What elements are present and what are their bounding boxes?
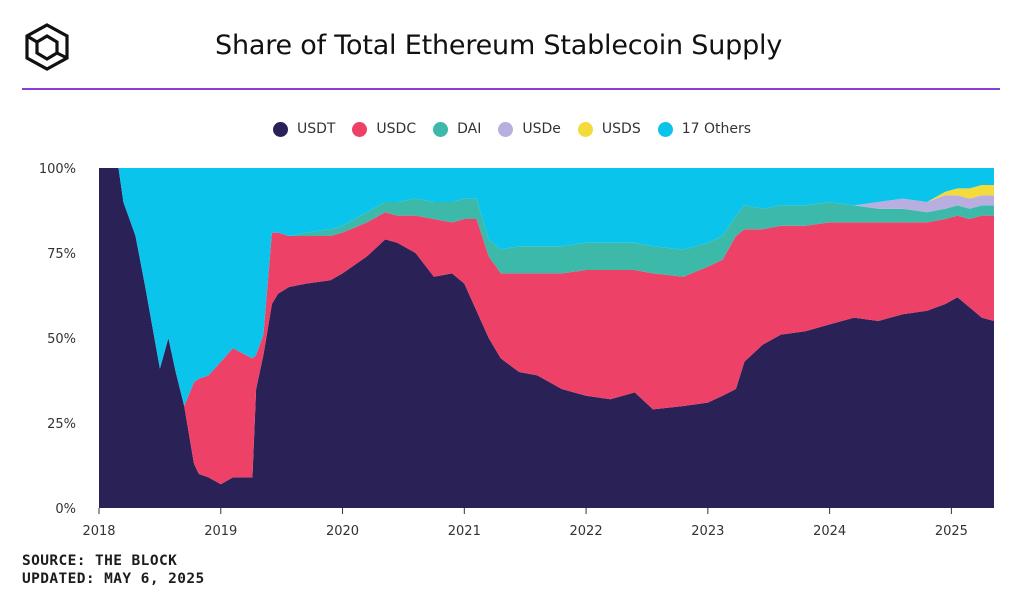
page-title: Share of Total Ethereum Stablecoin Suppl…: [215, 30, 783, 61]
area-usdt: [99, 168, 994, 508]
source-label: SOURCE: THE BLOCK: [22, 553, 178, 569]
x-tick-label: 2018: [82, 524, 115, 539]
legend-item-usds: USDS: [577, 121, 641, 137]
legend-swatch: [657, 121, 673, 137]
legend-label: 17 Others: [681, 121, 752, 137]
legend-swatch: [433, 121, 449, 137]
y-tick-label: 100%: [39, 162, 76, 177]
legend-swatch: [272, 121, 288, 137]
legend-label: USDT: [296, 121, 336, 137]
x-tick-label: 2025: [935, 524, 968, 539]
updated-label: UPDATED: MAY 6, 2025: [22, 571, 205, 587]
legend-label: USDC: [376, 121, 417, 137]
legend-item-usdc: USDC: [352, 121, 416, 137]
x-tick-label: 2023: [691, 524, 724, 539]
x-tick-label: 2022: [570, 524, 603, 539]
y-tick-label: 25%: [47, 417, 76, 432]
legend-item-dai: DAI: [433, 121, 481, 137]
legend-label: USDe: [522, 121, 561, 137]
title-divider: [22, 88, 1000, 90]
y-tick-label: 0%: [55, 502, 76, 517]
x-tick-label: 2024: [813, 524, 846, 539]
x-tick-label: 2020: [326, 524, 359, 539]
legend-label: USDS: [601, 121, 641, 137]
legend-swatch: [498, 121, 514, 137]
y-tick-label: 75%: [47, 247, 76, 262]
legend-label: DAI: [457, 121, 482, 137]
legend-swatch: [577, 121, 593, 137]
area-dai: [99, 168, 994, 406]
area-usdc: [99, 168, 994, 485]
legend-item-usde: USDe: [498, 121, 561, 137]
legend-item-usdt: USDT: [272, 121, 336, 137]
the-block-logo-icon: [25, 23, 69, 71]
y-tick-label: 50%: [47, 332, 76, 347]
chart-legend: USDT USDC DAI USDe USDS 17 Others: [0, 121, 1024, 137]
area-17-others: [99, 168, 994, 406]
legend-item-17-others: 17 Others: [657, 121, 752, 137]
legend-swatch: [352, 121, 368, 137]
x-tick-label: 2021: [448, 524, 481, 539]
x-tick-label: 2019: [204, 524, 237, 539]
